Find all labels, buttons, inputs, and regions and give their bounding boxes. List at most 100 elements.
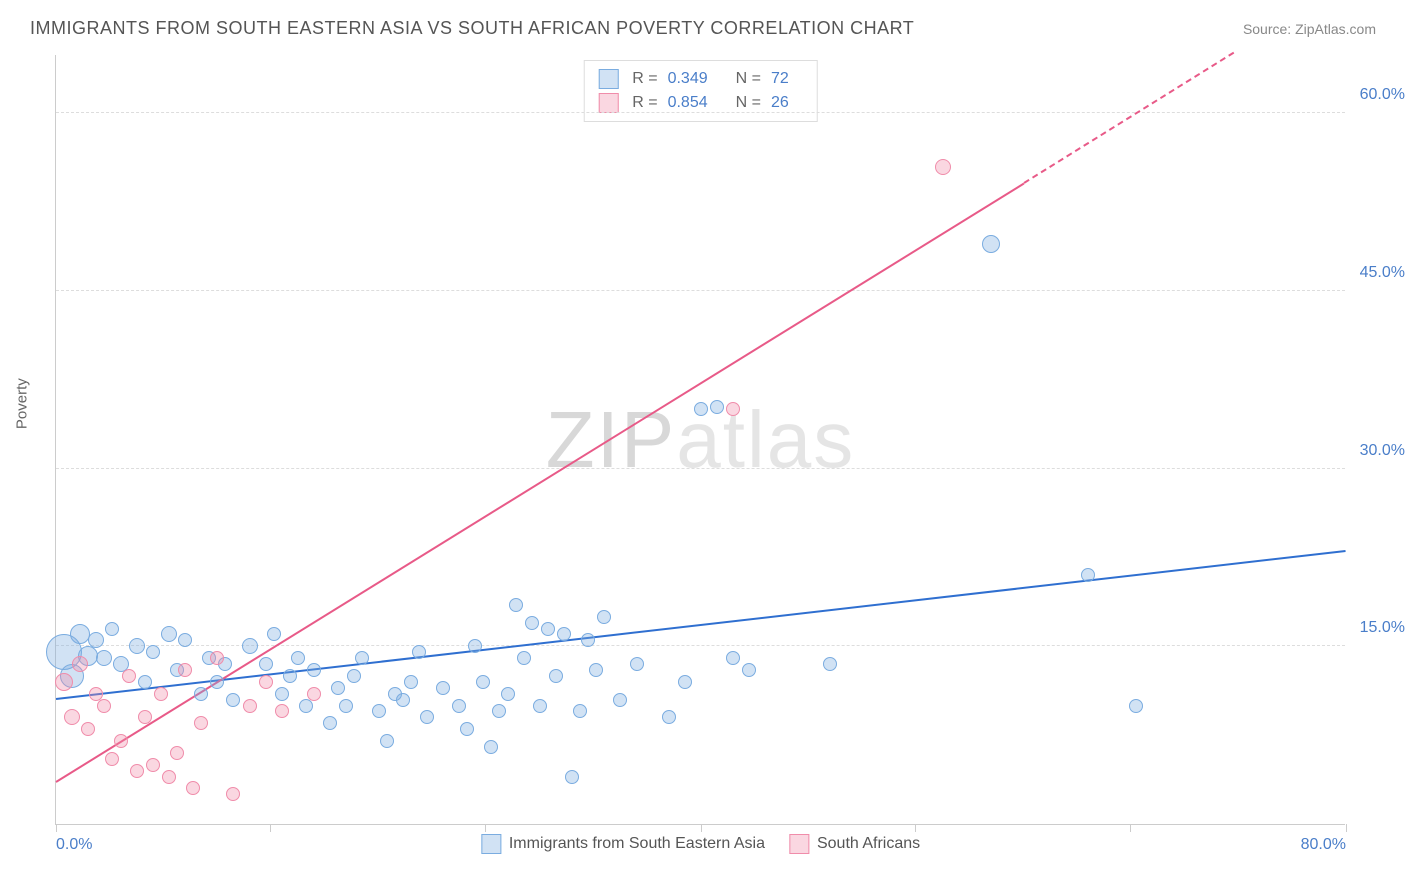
x-tick-label: 0.0%: [56, 836, 92, 854]
data-point: [339, 699, 353, 713]
legend-row-series-1: R = 0.349 N = 72: [598, 67, 803, 91]
data-point: [186, 781, 200, 795]
data-point: [452, 699, 466, 713]
data-point: [178, 633, 192, 647]
data-point: [138, 675, 152, 689]
data-point: [138, 710, 152, 724]
trend-line: [56, 550, 1346, 700]
data-point: [162, 770, 176, 784]
data-point: [525, 616, 539, 630]
data-point: [710, 400, 724, 414]
data-point: [347, 669, 361, 683]
data-point: [105, 622, 119, 636]
data-point: [64, 709, 80, 725]
data-point: [380, 734, 394, 748]
data-point: [509, 598, 523, 612]
data-point: [573, 704, 587, 718]
data-point: [662, 710, 676, 724]
data-point: [146, 645, 160, 659]
x-tick: [915, 824, 916, 832]
source-attribution: Source: ZipAtlas.com: [1243, 21, 1376, 37]
data-point: [299, 699, 313, 713]
x-tick: [701, 824, 702, 832]
data-point: [55, 673, 73, 691]
data-point: [194, 716, 208, 730]
data-point: [259, 657, 273, 671]
data-point: [355, 651, 369, 665]
data-point: [178, 663, 192, 677]
data-point: [122, 669, 136, 683]
data-point: [557, 627, 571, 641]
y-tick-label: 60.0%: [1360, 86, 1405, 104]
x-tick: [1130, 824, 1131, 832]
gridline: [56, 468, 1345, 469]
legend-swatch-pink: [598, 93, 618, 113]
data-point: [226, 693, 240, 707]
data-point: [146, 758, 160, 772]
y-tick-label: 15.0%: [1360, 619, 1405, 637]
x-tick-label: 80.0%: [1301, 836, 1346, 854]
scatter-chart: ZIPatlas R = 0.349 N = 72 R = 0.854 N = …: [55, 55, 1345, 825]
data-point: [72, 656, 88, 672]
data-point: [307, 663, 321, 677]
data-point: [88, 632, 104, 648]
x-tick: [485, 824, 486, 832]
legend-swatch-blue: [598, 69, 618, 89]
data-point: [533, 699, 547, 713]
gridline: [56, 290, 1345, 291]
data-point: [114, 734, 128, 748]
data-point: [823, 657, 837, 671]
data-point: [549, 669, 563, 683]
data-point: [70, 624, 90, 644]
data-point: [372, 704, 386, 718]
trend-line: [1023, 52, 1234, 184]
data-point: [517, 651, 531, 665]
data-point: [291, 651, 305, 665]
data-point: [323, 716, 337, 730]
data-point: [129, 638, 145, 654]
data-point: [565, 770, 579, 784]
data-point: [581, 633, 595, 647]
data-point: [154, 687, 168, 701]
data-point: [226, 787, 240, 801]
data-point: [97, 699, 111, 713]
data-point: [96, 650, 112, 666]
legend-item-series-2: South Africans: [789, 834, 920, 854]
data-point: [243, 699, 257, 713]
data-point: [242, 638, 258, 654]
x-tick: [56, 824, 57, 832]
data-point: [275, 687, 289, 701]
data-point: [210, 651, 224, 665]
data-point: [259, 675, 273, 689]
data-point: [484, 740, 498, 754]
data-point: [161, 626, 177, 642]
legend-swatch-pink: [789, 834, 809, 854]
data-point: [541, 622, 555, 636]
data-point: [170, 746, 184, 760]
legend-swatch-blue: [481, 834, 501, 854]
data-point: [726, 651, 740, 665]
y-axis-label: Poverty: [14, 378, 31, 429]
chart-header: IMMIGRANTS FROM SOUTH EASTERN ASIA VS SO…: [30, 18, 1376, 39]
data-point: [476, 675, 490, 689]
data-point: [275, 704, 289, 718]
data-point: [404, 675, 418, 689]
data-point: [105, 752, 119, 766]
data-point: [492, 704, 506, 718]
data-point: [420, 710, 434, 724]
data-point: [194, 687, 208, 701]
data-point: [436, 681, 450, 695]
data-point: [501, 687, 515, 701]
data-point: [613, 693, 627, 707]
data-point: [678, 675, 692, 689]
data-point: [331, 681, 345, 695]
data-point: [589, 663, 603, 677]
data-point: [935, 159, 951, 175]
data-point: [130, 764, 144, 778]
gridline: [56, 112, 1345, 113]
y-tick-label: 30.0%: [1360, 442, 1405, 460]
series-legend: Immigrants from South Eastern Asia South…: [481, 834, 920, 854]
data-point: [396, 693, 410, 707]
data-point: [742, 663, 756, 677]
data-point: [460, 722, 474, 736]
